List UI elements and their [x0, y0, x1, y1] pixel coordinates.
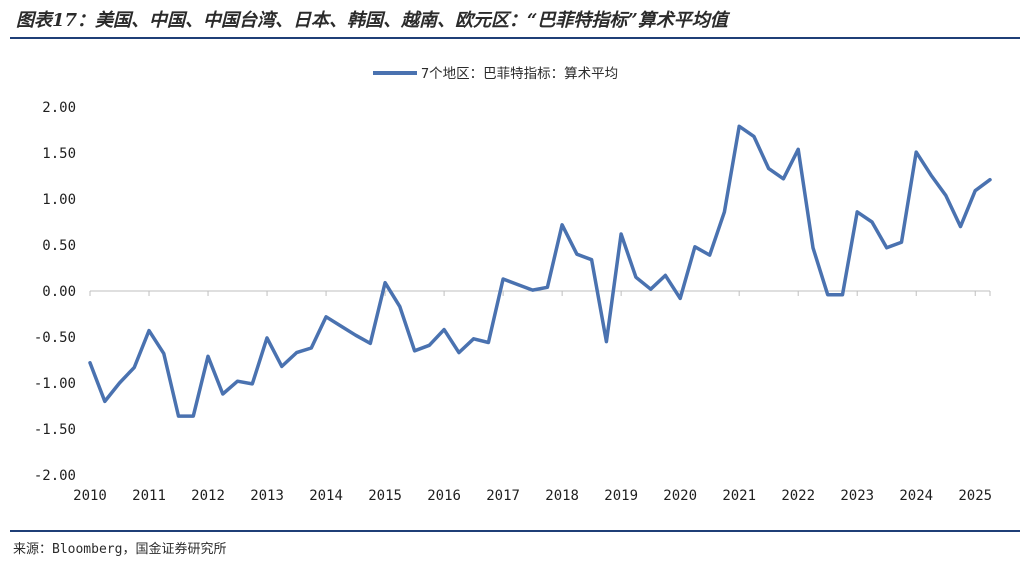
- y-tick-label: -1.00: [34, 376, 76, 392]
- data-point: [723, 210, 726, 213]
- x-tick-label: 2011: [132, 488, 166, 504]
- data-point: [959, 225, 962, 228]
- data-point: [812, 246, 815, 249]
- data-point: [89, 361, 92, 364]
- data-point: [767, 167, 770, 170]
- data-point: [398, 305, 401, 308]
- y-axis: 2.00 1.50 1.00 0.50 0.00 -0.50 -1.00 -1.50 -2.00: [34, 100, 76, 484]
- x-tick-label: 2023: [840, 488, 874, 504]
- data-point: [738, 125, 741, 128]
- data-point: [693, 245, 696, 248]
- data-point: [266, 336, 269, 339]
- x-tick-label: 2021: [722, 488, 756, 504]
- data-point: [413, 349, 416, 352]
- x-tick-label: 2016: [427, 488, 461, 504]
- x-tick-label: 2014: [309, 488, 343, 504]
- data-point: [118, 382, 121, 385]
- x-tick-label: 2013: [250, 488, 284, 504]
- x-tick-label: 2010: [73, 488, 107, 504]
- y-tick-label: -1.50: [34, 422, 76, 438]
- data-point: [944, 194, 947, 197]
- x-tick-label: 2018: [545, 488, 579, 504]
- data-point: [325, 315, 328, 318]
- x-tick-label: 2020: [663, 488, 697, 504]
- y-tick-label: -0.50: [34, 330, 76, 346]
- data-point: [310, 347, 313, 350]
- legend: 7个地区：巴菲特指标：算术平均: [373, 66, 618, 82]
- data-point: [900, 241, 903, 244]
- y-tick-label: 2.00: [42, 100, 76, 116]
- data-point: [974, 189, 977, 192]
- data-point: [443, 328, 446, 331]
- data-point: [472, 337, 475, 340]
- x-tick-label: 2017: [486, 488, 520, 504]
- data-point: [930, 174, 933, 177]
- source-note: 来源：Bloomberg，国金证券研究所: [13, 542, 227, 557]
- data-point: [162, 352, 165, 355]
- data-point: [487, 341, 490, 344]
- legend-label: 7个地区：巴菲特指标：算术平均: [421, 66, 618, 82]
- data-point: [428, 344, 431, 347]
- data-point: [369, 342, 372, 345]
- data-point: [590, 258, 593, 261]
- data-point: [502, 278, 505, 281]
- chart-title: 图表17：美国、中国、中国台湾、日本、韩国、越南、欧元区：“巴菲特指标”算术平均…: [16, 10, 728, 31]
- data-point: [634, 276, 637, 279]
- data-point: [752, 135, 755, 138]
- data-point: [826, 293, 829, 296]
- data-point: [339, 325, 342, 328]
- data-point: [782, 177, 785, 180]
- data-point: [354, 334, 357, 337]
- x-axis: 2010 2011 2012 2013 2014 2015 2016 2017 2018 2019…: [73, 290, 992, 504]
- data-point: [516, 283, 519, 286]
- data-point: [664, 274, 667, 277]
- data-point: [457, 351, 460, 354]
- data-point: [885, 246, 888, 249]
- footer-divider: [10, 530, 1020, 532]
- data-point: [546, 286, 549, 289]
- x-tick-label: 2025: [958, 488, 992, 504]
- data-point: [797, 148, 800, 151]
- data-point: [915, 151, 918, 154]
- data-point: [103, 400, 106, 403]
- data-point: [575, 253, 578, 256]
- data-point: [708, 254, 711, 257]
- header-divider: [10, 37, 1020, 39]
- series-layer: [88, 124, 992, 418]
- x-tick-label: 2015: [368, 488, 402, 504]
- series-line: [88, 124, 992, 418]
- data-point: [561, 223, 564, 226]
- x-tick-label: 2024: [899, 488, 933, 504]
- y-tick-label: 1.00: [42, 192, 76, 208]
- y-tick-label: -2.00: [34, 468, 76, 484]
- data-point: [295, 351, 298, 354]
- data-point: [841, 293, 844, 296]
- data-point: [177, 415, 180, 418]
- data-point: [133, 366, 136, 369]
- y-tick-label: 1.50: [42, 146, 76, 162]
- y-tick-label: 0.00: [42, 284, 76, 300]
- data-point: [148, 329, 151, 332]
- data-point: [531, 289, 534, 292]
- data-point: [605, 340, 608, 343]
- data-point: [871, 221, 874, 224]
- data-point: [856, 210, 859, 213]
- data-point: [280, 365, 283, 368]
- y-tick-label: 0.50: [42, 238, 76, 254]
- data-point: [679, 297, 682, 300]
- data-point: [207, 355, 210, 358]
- data-point: [620, 233, 623, 236]
- data-point: [649, 288, 652, 291]
- data-point: [221, 393, 224, 396]
- x-tick-label: 2022: [781, 488, 815, 504]
- x-tick-label: 2012: [191, 488, 225, 504]
- data-point: [251, 382, 254, 385]
- x-tick-label: 2019: [604, 488, 638, 504]
- data-point: [236, 380, 239, 383]
- data-point: [384, 281, 387, 284]
- data-point: [192, 415, 195, 418]
- chart-area: 7个地区：巴菲特指标：算术平均 2.00 1.50 1.00 0.50 0.00 -0.5…: [34, 66, 992, 504]
- data-point: [989, 178, 992, 181]
